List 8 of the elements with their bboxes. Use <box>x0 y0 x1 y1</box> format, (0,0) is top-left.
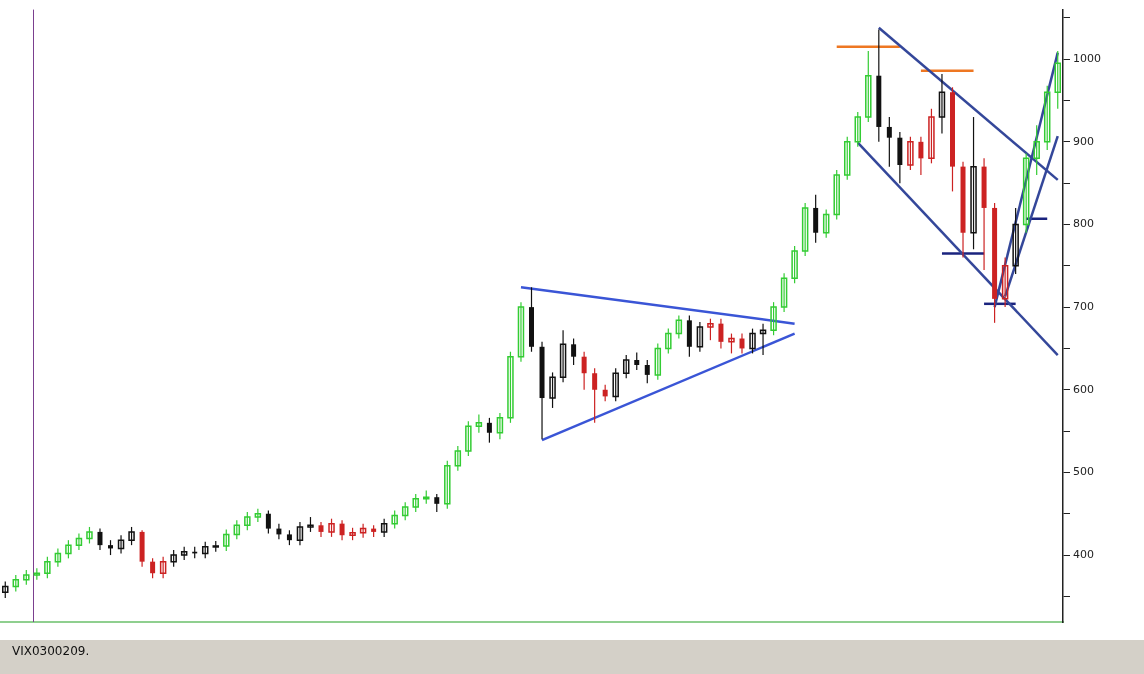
y-tick-label: 400 <box>1073 547 1094 561</box>
y-tick-label: 900 <box>1073 134 1094 148</box>
y-tick-label: 1000 <box>1073 52 1101 66</box>
y-tick-label: 600 <box>1073 382 1094 396</box>
y-tick-label: 500 <box>1073 465 1094 479</box>
y-tick-label: 700 <box>1073 299 1094 313</box>
text: VIX0300209. <box>12 643 90 660</box>
y-tick-label: 800 <box>1073 217 1094 231</box>
